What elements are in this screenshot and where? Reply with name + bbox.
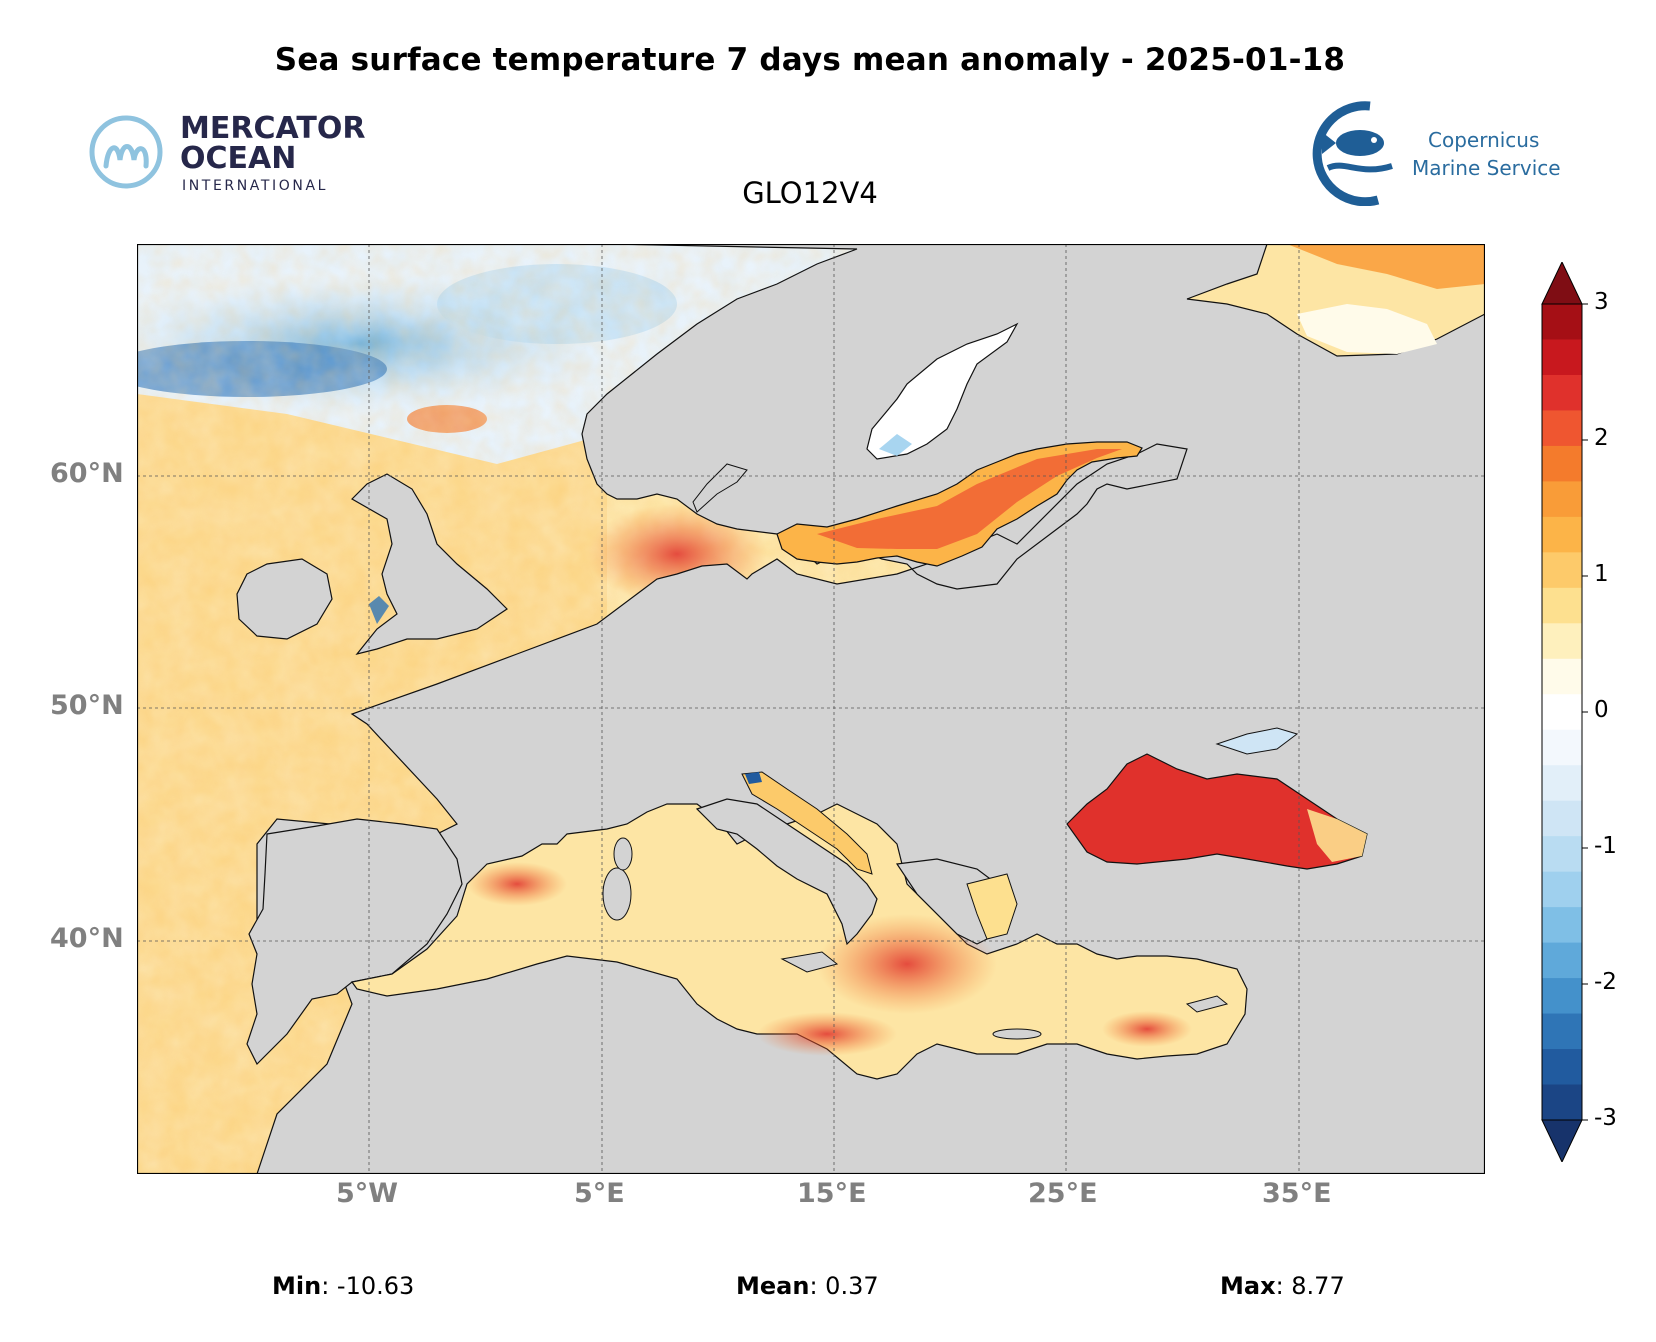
colorbar-step [1542, 1049, 1582, 1086]
sea-of-azov [1215, 727, 1299, 755]
lon-label-5w: 5°W [336, 1178, 399, 1209]
mercator-line3: INTERNATIONAL [182, 178, 329, 194]
colorbar-step [1542, 374, 1582, 411]
irish-sea-cold [369, 596, 389, 624]
copernicus-line1: Copernicus [1428, 128, 1540, 152]
land-great-britain [351, 473, 508, 656]
white-sea [1297, 304, 1437, 354]
lat-label-50n: 50°N [50, 690, 124, 721]
stat-mean: Mean: 0.37 [736, 1272, 879, 1300]
lon-label-5e: 5°E [574, 1178, 625, 1209]
lat-label-40n: 40°N [50, 923, 124, 954]
land-sardinia [602, 867, 632, 921]
stat-max-value: : 8.77 [1275, 1272, 1345, 1300]
colorbar-min-arrow [1541, 1119, 1583, 1162]
colorbar-step [1542, 1084, 1582, 1121]
ionian-warm [817, 914, 997, 1014]
mercator-ocean-logo: MERCATOR OCEAN INTERNATIONAL [88, 112, 368, 198]
colorbar-step [1542, 800, 1582, 837]
colorbar-step [1542, 1013, 1582, 1050]
levant-warm [1102, 1011, 1192, 1047]
colorbar-step [1542, 623, 1582, 660]
lon-label-35e: 35°E [1262, 1178, 1332, 1209]
bothnia-cold [879, 434, 912, 456]
colorbar-step [1542, 729, 1582, 766]
colorbar-tick-label: 3 [1594, 289, 1609, 315]
colorbar-max-arrow [1541, 262, 1583, 305]
colorbar-tick-label: -3 [1594, 1105, 1617, 1131]
colorbar-step [1542, 942, 1582, 979]
libyan-sea-warm [757, 1012, 897, 1056]
lon-label-15e: 15°E [797, 1178, 867, 1209]
gulf-of-bothnia [866, 322, 1019, 460]
stat-min: Min: -10.63 [272, 1272, 414, 1300]
mediterranean-sea [350, 803, 1248, 1080]
colorbar-step [1542, 304, 1582, 340]
land-italy [695, 798, 878, 946]
map-frame [137, 244, 1485, 1174]
land-corsica [613, 837, 633, 871]
mercator-line2: OCEAN [180, 141, 297, 176]
colorbar-steps [1542, 304, 1582, 1121]
stat-mean-value: : 0.37 [809, 1272, 879, 1300]
black-sea-east [1307, 809, 1367, 862]
model-subtitle: GLO12V4 [742, 176, 878, 210]
copernicus-line2: Marine Service [1412, 156, 1561, 180]
balearic-warm [467, 862, 567, 906]
colorbar-step [1542, 516, 1582, 553]
chart-title: Sea surface temperature 7 days mean anom… [274, 42, 1346, 78]
stat-max: Max: 8.77 [1220, 1272, 1345, 1300]
colorbar-step [1542, 836, 1582, 873]
colorbar-tick-label: 2 [1594, 425, 1609, 451]
barents-warm [1287, 244, 1485, 289]
colorbar-step [1542, 410, 1582, 447]
colorbar-step [1542, 694, 1582, 731]
colorbar [1541, 262, 1588, 1162]
land-ireland [236, 558, 333, 640]
land-iberia [246, 818, 463, 1066]
lat-label-60n: 60°N [50, 458, 124, 489]
colorbar-step [1542, 587, 1582, 624]
colorbar-step [1542, 339, 1582, 376]
stat-min-value: : -10.63 [321, 1272, 415, 1300]
colorbar-step [1542, 552, 1582, 589]
stat-mean-label: Mean [736, 1272, 810, 1300]
aegean-sea [966, 873, 1018, 940]
mercator-circle-icon [89, 115, 163, 189]
anomaly-map [137, 244, 1485, 1174]
land-crete [992, 1028, 1042, 1040]
colorbar-tick-label: -1 [1594, 833, 1617, 859]
stat-min-label: Min [272, 1272, 322, 1300]
adriatic-sea [741, 771, 873, 875]
land-sicily [780, 951, 839, 973]
adriatic-cold [745, 772, 762, 784]
land-cyprus [1185, 995, 1229, 1013]
copernicus-marine-logo: Copernicus Marine Service [1300, 100, 1600, 206]
colorbar-tick-label: 1 [1594, 561, 1609, 587]
colorbar-tick-marks [1582, 303, 1588, 1121]
colorbar-tick-label: 0 [1594, 697, 1609, 723]
gridlines [137, 244, 1485, 1174]
stat-max-label: Max [1220, 1272, 1276, 1300]
colorbar-step [1542, 978, 1582, 1015]
baltic-hot-anomaly [817, 449, 1122, 549]
fish-icon [1312, 101, 1393, 206]
mercator-line1: MERCATOR [180, 111, 366, 146]
colorbar-step [1542, 765, 1582, 802]
colorbar-step [1542, 481, 1582, 518]
colorbar-tick-label: -2 [1594, 969, 1617, 995]
colorbar-step [1542, 871, 1582, 908]
colorbar-step [1542, 907, 1582, 944]
colorbar-step [1542, 445, 1582, 482]
lon-label-25e: 25°E [1028, 1178, 1098, 1209]
colorbar-step [1542, 658, 1582, 695]
